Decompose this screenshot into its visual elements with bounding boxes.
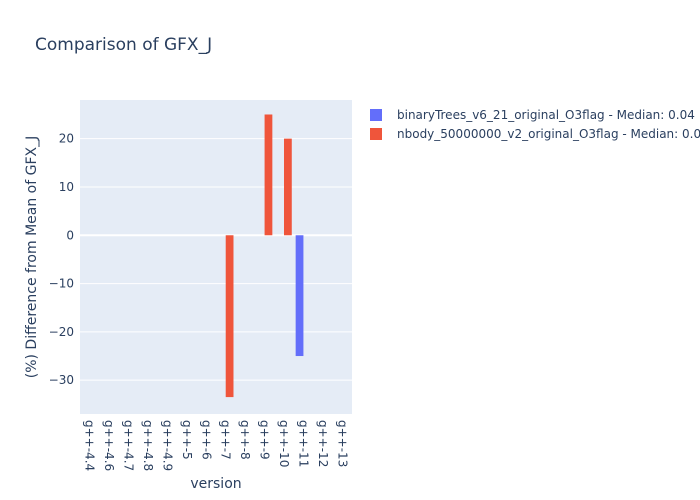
x-tick-label: g++-4.8 [141,420,155,471]
x-tick-label: g++-4.9 [160,420,174,471]
x-tick-label: g++-6 [199,420,213,460]
y-axis-title: (%) Difference from Mean of GFX_J [24,136,40,379]
x-tick-label: g++-4.6 [102,420,116,471]
legend-swatch[interactable] [370,109,382,121]
y-tick-label: 20 [59,132,74,146]
x-tick-label: g++-7 [219,420,233,460]
chart-title: Comparison of GFX_J [35,35,212,55]
bar[interactable] [225,235,234,398]
x-tick-label: g++-4.4 [83,420,97,471]
x-tick-label: g++-13 [335,420,349,467]
bar[interactable] [295,235,304,357]
y-tick-label: −10 [49,277,74,291]
x-tick-label: g++-9 [258,420,272,460]
legend-label[interactable]: nbody_50000000_v2_original_O3flag - Medi… [397,127,700,141]
y-tick-label: −20 [49,325,74,339]
x-tick-label: g++-11 [296,420,310,467]
y-axis-ticks: −30 −20 −10 0 10 20 [49,132,74,388]
x-axis-ticks: g++-4.4 g++-4.6 g++-4.7 g++-4.8 g++-4.9 g++-5… [83,420,350,471]
y-tick-label: 0 [66,228,74,242]
legend[interactable]: binaryTrees_v6_21_original_O3flag - Medi… [370,108,700,141]
bar[interactable] [264,114,273,236]
bars [225,114,304,398]
x-axis-title: version [190,476,241,492]
y-tick-label: −30 [49,373,74,387]
x-tick-label: g++-4.7 [122,420,136,471]
grid-lines [80,138,352,381]
x-tick-label: g++-8 [238,420,252,460]
x-tick-label: g++-12 [316,420,330,467]
legend-label[interactable]: binaryTrees_v6_21_original_O3flag - Medi… [397,108,695,122]
x-tick-label: g++-10 [277,420,291,467]
legend-swatch[interactable] [370,128,382,140]
y-tick-label: 10 [59,180,74,194]
plot-area [80,100,352,414]
bar[interactable] [284,138,292,236]
x-tick-label: g++-5 [180,420,194,460]
